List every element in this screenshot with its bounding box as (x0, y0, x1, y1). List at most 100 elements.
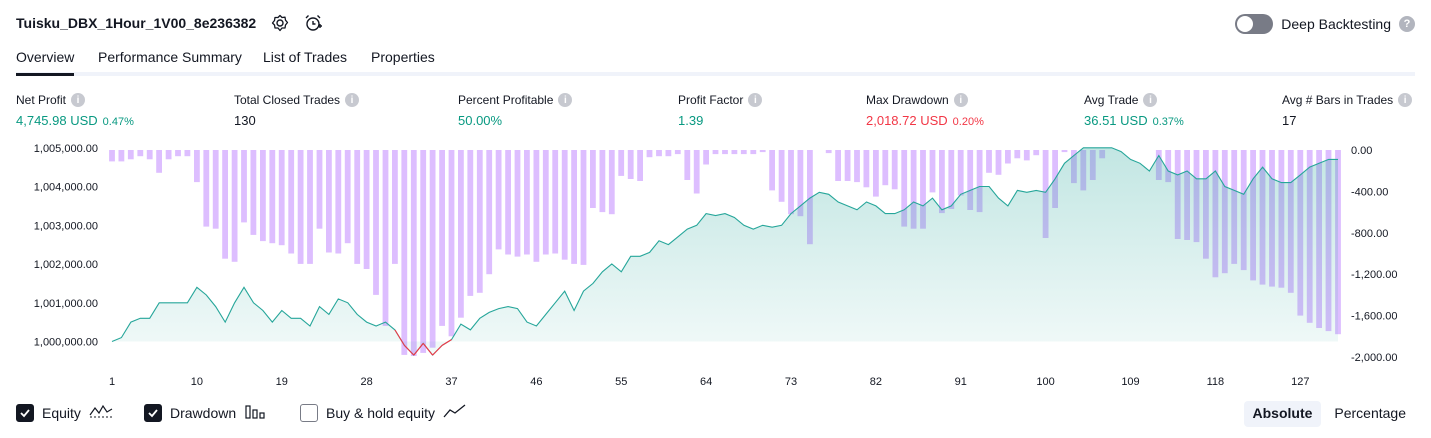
x-axis-tick: 10 (191, 376, 203, 388)
metric-value: 1.39 (678, 113, 704, 128)
drawdown-bar (722, 150, 728, 155)
drawdown-bar (514, 150, 521, 257)
equity-drawdown-chart[interactable]: 1,000,000.00 1,001,000.00 1,002,000.00 1,00… (0, 140, 1431, 392)
scale-mode-switch: Absolute Percentage (1243, 401, 1416, 427)
metric-percent: 0.37% (1152, 116, 1184, 128)
percentage-button[interactable]: Percentage (1334, 405, 1406, 421)
drawdown-bar (571, 150, 577, 264)
x-axis-tick: 37 (445, 376, 457, 388)
checkbox-drawdown[interactable] (144, 403, 162, 422)
x-axis-tick: 73 (785, 376, 797, 388)
info-icon[interactable]: i (345, 93, 360, 107)
metric-max-drawdown: Max Drawdown i 2,018.72 USD 0.20% (866, 93, 984, 128)
drawdown-bar (674, 150, 681, 155)
drawdown-bar (656, 150, 662, 157)
x-axis-tick: 1 (109, 376, 115, 388)
x-axis-tick: 91 (955, 376, 967, 388)
metric-percent: 0.47% (102, 116, 134, 128)
drawdown-bar (552, 150, 559, 254)
right-axis-tick: -1,600.00 (1351, 311, 1397, 323)
metric-label: Max Drawdown (866, 93, 949, 107)
right-axis-tick: -800.00 (1351, 228, 1388, 240)
drawdown-bar (467, 150, 474, 296)
right-axis-tick: 0.00 (1351, 145, 1372, 157)
metric-percent: 0.20% (952, 116, 984, 128)
left-axis-tick: 1,002,000.00 (34, 259, 98, 271)
metric-net-profit: Net Profit i 4,745.98 USD 0.47% (16, 93, 134, 128)
trend-line-icon (443, 403, 467, 422)
drawdown-bar (288, 150, 295, 254)
info-icon[interactable]: i (558, 93, 573, 107)
drawdown-bar (524, 150, 530, 255)
help-icon[interactable]: ? (1399, 16, 1415, 32)
metric-label: Avg # Bars in Trades (1282, 93, 1394, 107)
info-icon[interactable]: i (1398, 93, 1413, 107)
drawdown-bar (986, 150, 992, 173)
drawdown-bar (269, 150, 276, 244)
legend-drawdown[interactable]: Drawdown (144, 403, 266, 422)
x-axis-tick: 100 (1036, 376, 1054, 388)
x-axis-tick: 109 (1121, 376, 1139, 388)
metric-label: Net Profit (16, 93, 67, 107)
info-icon[interactable]: i (71, 93, 86, 107)
drawdown-bar (1165, 150, 1172, 183)
tab-overview[interactable]: Overview (16, 49, 75, 76)
header: Tuisku_DBX_1Hour_1V00_8e236382 Deep Back… (16, 10, 1415, 38)
legend-equity[interactable]: Equity (16, 403, 113, 422)
right-axis-tick: -1,200.00 (1351, 269, 1397, 281)
tab-properties[interactable]: Properties (371, 49, 435, 65)
legend-buy-hold-equity[interactable]: Buy & hold equity (300, 403, 467, 422)
drawdown-bar (307, 150, 313, 264)
equity-below-segment (422, 343, 434, 356)
drawdown-bar (203, 150, 210, 227)
checkbox-buy-hold[interactable] (300, 403, 318, 422)
drawdown-bar (750, 150, 757, 155)
right-axis-tick: -2,000.00 (1351, 352, 1397, 364)
deep-backtesting-toggle[interactable] (1235, 14, 1274, 34)
metric-label: Percent Profitable (458, 93, 554, 107)
drawdown-bar (778, 150, 785, 202)
deep-backtesting-label: Deep Backtesting (1281, 16, 1391, 32)
drawdown-bar (825, 150, 832, 154)
drawdown-bar (684, 150, 691, 180)
left-axis-tick: 1,005,000.00 (34, 143, 98, 155)
x-axis-tick: 118 (1207, 376, 1225, 388)
drawdown-bar (844, 150, 851, 181)
settings-icon[interactable] (270, 13, 290, 33)
info-icon[interactable]: i (748, 93, 763, 107)
drawdown-bar (835, 150, 841, 181)
metric-label: Profit Factor (678, 93, 744, 107)
drawdown-bar (533, 150, 540, 262)
metric-label: Avg Trade (1084, 93, 1139, 107)
drawdown-bar (260, 150, 266, 242)
drawdown-bar (316, 150, 323, 229)
left-axis-tick: 1,000,000.00 (34, 337, 98, 349)
x-axis-tick: 82 (870, 376, 882, 388)
drawdown-bar (278, 150, 285, 246)
drawdown-bar (194, 150, 200, 183)
drawdown-bar (392, 150, 398, 264)
metric-value: 50.00% (458, 113, 503, 128)
tab-performance-summary[interactable]: Performance Summary (98, 49, 242, 65)
info-icon[interactable]: i (1143, 93, 1158, 107)
drawdown-bar (863, 150, 870, 188)
drawdown-bar (175, 150, 181, 157)
metric-avg-bars-in-trades: Avg # Bars in Trades i 17 (1282, 93, 1413, 128)
x-axis-tick: 64 (700, 376, 712, 388)
alarm-clock-icon[interactable] (303, 13, 323, 33)
drawdown-bar (542, 150, 549, 255)
tab-list-of-trades[interactable]: List of Trades (263, 49, 348, 65)
left-axis-tick: 1,001,000.00 (34, 298, 98, 310)
bar-chart-icon (244, 403, 266, 422)
checkbox-equity[interactable] (16, 403, 34, 422)
drawdown-bar (788, 150, 794, 215)
drawdown-bar (797, 150, 804, 217)
drawdown-bar (486, 150, 493, 275)
drawdown-bar (599, 150, 606, 213)
drawdown-bar (1014, 150, 1021, 159)
drawdown-bar (891, 150, 898, 190)
info-icon[interactable]: i (953, 93, 968, 107)
absolute-button[interactable]: Absolute (1243, 401, 1322, 427)
metric-value: 36.51 USD (1084, 113, 1148, 128)
drawdown-bar (297, 150, 304, 264)
